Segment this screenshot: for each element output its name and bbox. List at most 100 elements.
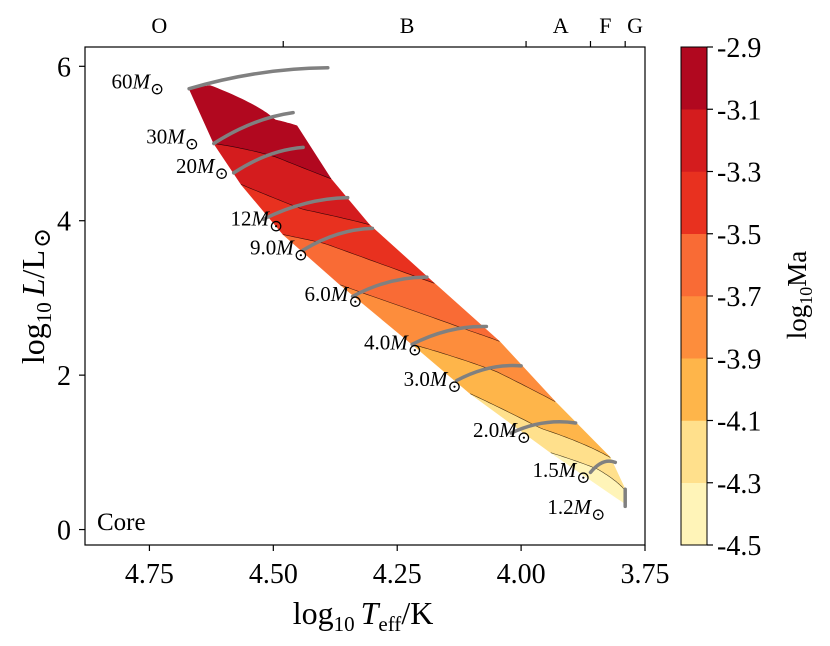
track-9.0msun <box>301 226 375 252</box>
y-label-sub: 10 <box>32 302 56 323</box>
y-tick-label: 6 <box>57 52 71 83</box>
track-1.5msun <box>588 459 618 475</box>
colorbar-tick-label: -3.5 <box>717 220 761 251</box>
colorbar-tick-label: -4.1 <box>717 407 761 438</box>
y-tick-label: 4 <box>57 207 71 238</box>
plot-area: -4.4-4.2-4-3.8-3.6-3.4-3.2-360M⊙30M⊙20M⊙… <box>84 46 646 546</box>
x-tick-label: 4.25 <box>373 559 422 590</box>
track-label-sun: ⊙ <box>517 428 531 447</box>
track-label-mass: 1.5 <box>533 458 559 482</box>
track-6.0msun <box>350 275 429 299</box>
y-label-base: log <box>15 323 51 364</box>
track-label-2.0: 2.0M⊙ <box>473 418 531 447</box>
colorbar-tick-label: -4.5 <box>717 531 761 562</box>
track-label-mass: 12 <box>230 206 251 230</box>
y-label-unit: /L <box>15 250 51 278</box>
color-bands: -4.4-4.2-4-3.8-3.6-3.4-3.2-3 <box>188 85 626 504</box>
x-label-var: T <box>361 595 381 631</box>
track-label-1.5: 1.5M⊙ <box>533 458 591 487</box>
track-label-unit: M <box>132 70 152 94</box>
track-label-mass: 60 <box>112 70 133 94</box>
y-tick-label: 0 <box>57 516 71 547</box>
spectral-class-G: G <box>627 13 643 38</box>
colorbar: -4.5 -4.3 -4.1 -3.9 -3.7 -3.5 -3.3 -3.1 -2.9 <box>680 33 761 562</box>
colorbar-tick-label: -3.3 <box>717 158 761 189</box>
track-label-sun: ⊙ <box>269 216 283 235</box>
spectral-class-A: A <box>553 13 569 38</box>
x-label-base: log <box>293 595 334 631</box>
track-label-12: 12M⊙ <box>230 206 283 235</box>
y-tick-label: 2 <box>57 361 71 392</box>
x-label-sub: 10 <box>334 612 355 636</box>
colorbar-label: log10Ma <box>782 251 816 340</box>
track-30msun <box>212 110 295 146</box>
spectral-class-F: F <box>599 13 611 38</box>
track-3.0msun <box>454 363 523 383</box>
y-axis: 0 2 4 6 <box>57 52 85 547</box>
track-label-unit: M <box>498 418 518 442</box>
annotation-core: Core <box>97 509 146 536</box>
track-label-sun: ⊙ <box>185 135 199 154</box>
contour-4 <box>340 284 500 342</box>
track-label-mass: 3.0 <box>404 367 430 391</box>
track-label-4.0: 4.0M⊙ <box>364 331 422 360</box>
track-label-mass: 2.0 <box>473 418 499 442</box>
track-label-unit: M <box>558 458 578 482</box>
track-label-sun: ⊙ <box>214 164 228 183</box>
colorbar-tick-label: -3.7 <box>717 282 761 313</box>
track-60msun <box>187 66 330 91</box>
track-label-sun: ⊙ <box>447 377 461 396</box>
colorbar-tick-label: -3.9 <box>717 344 761 375</box>
colorbar-tick-label: -4.3 <box>717 469 761 500</box>
track-label-unit: M <box>275 236 295 260</box>
track-label-sun: ⊙ <box>591 505 605 524</box>
track-label-mass: 9.0 <box>250 236 276 260</box>
track-label-20: 20M⊙ <box>176 154 229 183</box>
x-tick-label: 4.50 <box>249 559 298 590</box>
x-tick-label: 3.75 <box>621 559 670 590</box>
track-2.0msun <box>509 420 578 435</box>
track-label-unit: M <box>429 367 449 391</box>
track-label-sun: ⊙ <box>408 341 422 360</box>
x-tick-label: 4.00 <box>497 559 546 590</box>
contour-2 <box>240 184 370 225</box>
track-4.0msun <box>410 324 489 347</box>
track-label-unit: M <box>166 125 186 149</box>
track-label-unit: M <box>573 495 593 519</box>
y-label-sun: ⊙ <box>30 228 56 248</box>
track-label-sun: ⊙ <box>150 80 164 99</box>
track-label-unit: M <box>389 331 409 355</box>
track-12msun <box>261 195 350 221</box>
y-axis-label: log10 L/L⊙ <box>15 228 56 364</box>
contour-3 <box>283 234 435 284</box>
colorbar-swatch <box>680 171 708 234</box>
track-label-sun: ⊙ <box>576 468 590 487</box>
track-label-mass: 20 <box>176 154 197 178</box>
x-axis-label: log10 Teff/K <box>293 595 434 636</box>
track-label-mass: 6.0 <box>305 282 331 306</box>
contour-5 <box>412 344 556 402</box>
y-label-var: L <box>15 278 51 297</box>
cbar-label-base: log <box>782 305 812 340</box>
track-label-mass: 1.2 <box>547 495 573 519</box>
track-label-60: 60M⊙ <box>112 70 165 99</box>
colorbar-swatch <box>680 482 708 546</box>
track-label-9.0: 9.0M⊙ <box>250 236 308 265</box>
colorbar-swatch <box>680 109 708 172</box>
track-label-sun: ⊙ <box>294 246 308 265</box>
track-label-unit: M <box>330 282 350 306</box>
plot-frame <box>84 46 646 546</box>
colorbar-swatch <box>680 358 708 421</box>
contour-7 <box>550 452 626 492</box>
track-label-6.0: 6.0M⊙ <box>305 282 363 311</box>
track-label-30: 30M⊙ <box>146 125 199 154</box>
contour-1 <box>213 143 332 179</box>
track-20msun <box>231 145 305 175</box>
cbar-label-var: Ma <box>782 251 812 287</box>
track-label-mass: 4.0 <box>364 331 390 355</box>
colorbar-tick-label: -2.9 <box>717 33 761 64</box>
track-label-mass: 30 <box>146 125 167 149</box>
track-label-3.0: 3.0M⊙ <box>404 367 462 396</box>
